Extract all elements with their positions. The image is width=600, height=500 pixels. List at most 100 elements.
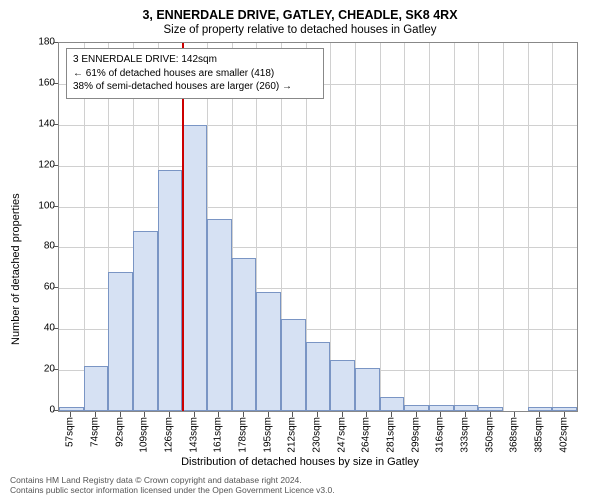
y-tick-label: 160 — [25, 77, 55, 88]
y-tick — [53, 246, 58, 247]
x-tick-label: 281sqm — [386, 417, 397, 453]
y-tick-label: 140 — [25, 118, 55, 129]
histogram-bar — [429, 405, 454, 411]
x-tick — [416, 412, 417, 417]
x-tick-label: 74sqm — [90, 417, 101, 447]
gridline-h — [59, 125, 577, 126]
x-tick-label: 161sqm — [213, 417, 224, 453]
x-tick-label: 57sqm — [65, 417, 76, 447]
gridline-v — [478, 43, 479, 411]
histogram-bar — [133, 231, 158, 411]
x-tick — [440, 412, 441, 417]
histogram-bar — [281, 319, 306, 411]
y-tick-label: 180 — [25, 37, 55, 48]
y-tick — [53, 328, 58, 329]
histogram-bar — [232, 258, 257, 411]
x-tick-label: 230sqm — [312, 417, 323, 453]
x-axis-label: Distribution of detached houses by size … — [0, 456, 600, 468]
x-tick-label: 126sqm — [164, 417, 175, 453]
y-tick — [53, 124, 58, 125]
gridline-v — [528, 43, 529, 411]
y-tick — [53, 369, 58, 370]
x-tick-label: 109sqm — [139, 417, 150, 453]
histogram-chart: 3, ENNERDALE DRIVE, GATLEY, CHEADLE, SK8… — [0, 0, 600, 500]
gridline-v — [380, 43, 381, 411]
x-tick-label: 350sqm — [484, 417, 495, 453]
x-tick — [194, 412, 195, 417]
x-tick — [120, 412, 121, 417]
histogram-bar — [528, 407, 553, 411]
histogram-bar — [256, 292, 281, 411]
gridline-v — [429, 43, 430, 411]
x-tick — [366, 412, 367, 417]
y-tick-label: 120 — [25, 159, 55, 170]
histogram-bar — [182, 125, 207, 411]
x-tick — [317, 412, 318, 417]
y-tick-label: 0 — [25, 405, 55, 416]
x-tick — [539, 412, 540, 417]
histogram-bar — [404, 405, 429, 411]
x-tick — [70, 412, 71, 417]
annotation-box: 3 ENNERDALE DRIVE: 142sqm ← 61% of detac… — [66, 48, 324, 99]
histogram-bar — [454, 405, 479, 411]
y-tick-label: 20 — [25, 364, 55, 375]
x-tick — [342, 412, 343, 417]
y-tick — [53, 165, 58, 166]
annotation-line2: ← 61% of detached houses are smaller (41… — [73, 67, 317, 81]
histogram-bar — [380, 397, 405, 411]
x-tick — [514, 412, 515, 417]
x-tick — [268, 412, 269, 417]
x-tick — [169, 412, 170, 417]
y-tick — [53, 83, 58, 84]
y-tick-label: 80 — [25, 241, 55, 252]
y-tick-label: 40 — [25, 323, 55, 334]
gridline-v — [404, 43, 405, 411]
x-tick-label: 195sqm — [262, 417, 273, 453]
histogram-bar — [306, 342, 331, 412]
x-tick — [465, 412, 466, 417]
gridline-v — [355, 43, 356, 411]
x-tick-label: 247sqm — [336, 417, 347, 453]
gridline-v — [454, 43, 455, 411]
x-tick-label: 92sqm — [114, 417, 125, 447]
y-tick-label: 100 — [25, 200, 55, 211]
y-tick-label: 60 — [25, 282, 55, 293]
gridline-v — [552, 43, 553, 411]
gridline-h — [59, 166, 577, 167]
gridline-h — [59, 207, 577, 208]
x-tick-label: 212sqm — [287, 417, 298, 453]
x-tick-label: 333sqm — [460, 417, 471, 453]
x-tick-label: 385sqm — [534, 417, 545, 453]
histogram-bar — [108, 272, 133, 411]
y-tick — [53, 410, 58, 411]
x-tick — [391, 412, 392, 417]
y-tick — [53, 287, 58, 288]
x-tick — [144, 412, 145, 417]
x-tick-label: 143sqm — [188, 417, 199, 453]
gridline-v — [503, 43, 504, 411]
x-tick — [243, 412, 244, 417]
footer-line2: Contains public sector information licen… — [10, 486, 335, 496]
x-tick — [292, 412, 293, 417]
gridline-v — [330, 43, 331, 411]
x-tick-label: 264sqm — [361, 417, 372, 453]
histogram-bar — [355, 368, 380, 411]
x-tick — [95, 412, 96, 417]
x-tick — [564, 412, 565, 417]
histogram-bar — [330, 360, 355, 411]
y-axis-label: Number of detached properties — [10, 193, 22, 345]
histogram-bar — [59, 407, 84, 411]
footer-attribution: Contains HM Land Registry data © Crown c… — [10, 476, 335, 496]
x-tick — [490, 412, 491, 417]
histogram-bar — [207, 219, 232, 411]
annotation-line1: 3 ENNERDALE DRIVE: 142sqm — [73, 53, 317, 67]
annotation-line3: 38% of semi-detached houses are larger (… — [73, 80, 317, 94]
x-tick-label: 368sqm — [509, 417, 520, 453]
x-tick — [218, 412, 219, 417]
chart-title-line1: 3, ENNERDALE DRIVE, GATLEY, CHEADLE, SK8… — [0, 0, 600, 22]
histogram-bar — [158, 170, 183, 411]
histogram-bar — [84, 366, 109, 411]
histogram-bar — [552, 407, 577, 411]
x-tick-label: 316sqm — [435, 417, 446, 453]
y-tick — [53, 42, 58, 43]
